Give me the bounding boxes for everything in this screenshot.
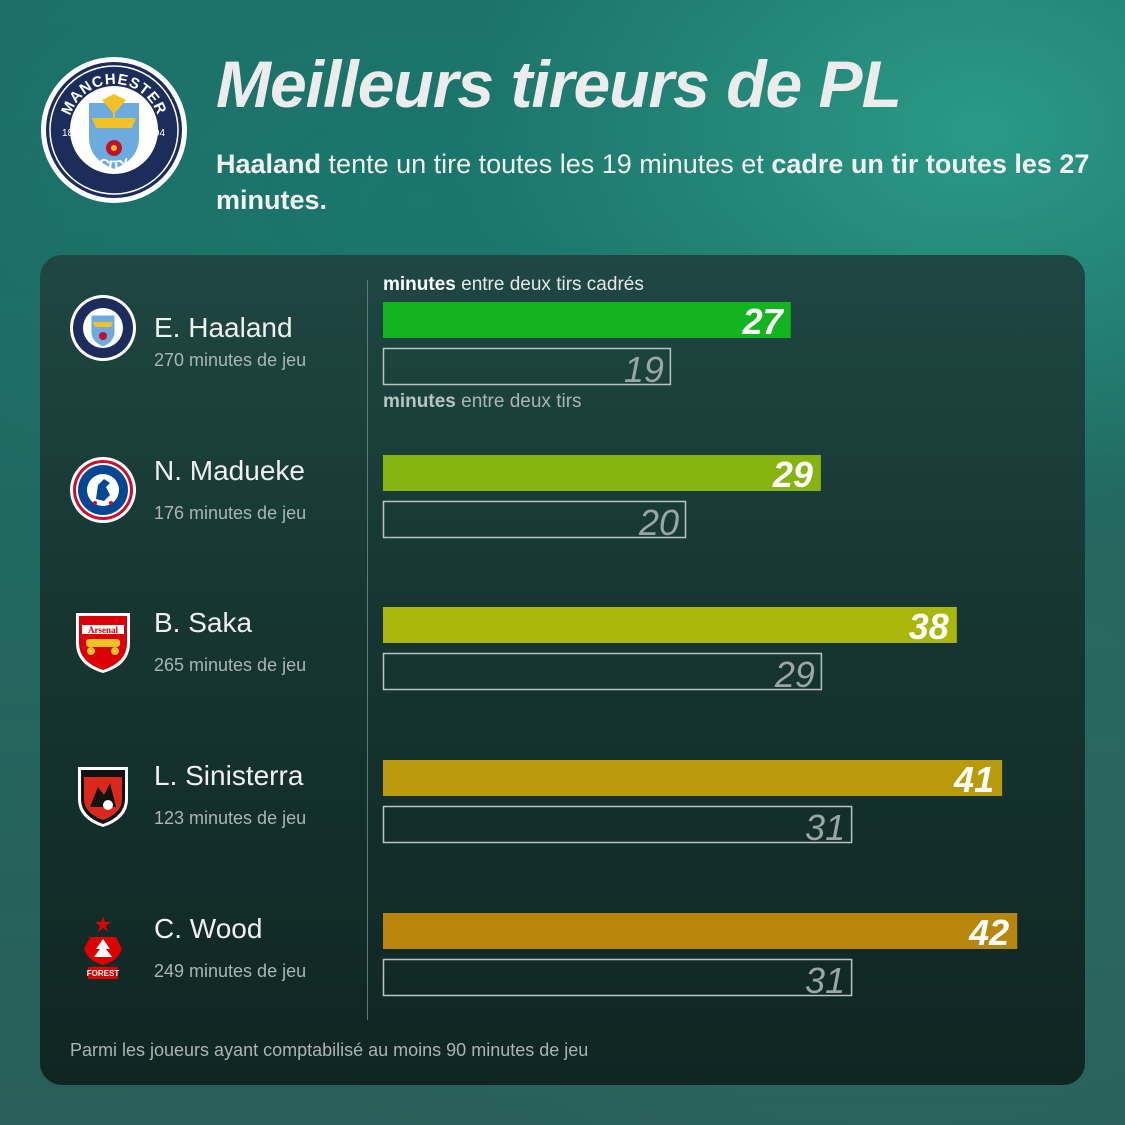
bar-on-target	[383, 607, 957, 643]
badge-year-right: 94	[154, 128, 166, 139]
bar-shots	[382, 347, 672, 386]
panel-divider	[367, 280, 368, 1020]
bar-shots-label: 31	[805, 807, 845, 848]
manchester-city-crest-icon: MANCHESTER CITY 18 94	[41, 57, 187, 203]
player-name: L. Sinisterra	[154, 760, 304, 791]
chelsea-crest-icon	[70, 457, 136, 523]
bar-on-target	[383, 913, 1018, 949]
bar-shots	[382, 958, 853, 997]
bar-shots	[382, 805, 853, 844]
legend-shots: minutes entre deux tirs	[383, 391, 582, 412]
bar-on-target-label: 38	[909, 606, 949, 647]
badge-bottom-text: CITY	[96, 155, 132, 175]
bar-shots-label: 29	[774, 654, 815, 695]
bar-chart: 27 19 29 20 38 29 41 31 42 31	[382, 301, 1018, 1001]
player-name: E. Haaland	[154, 312, 293, 343]
arsenal-crest-icon: Arsenal	[76, 613, 130, 673]
svg-text:FOREST: FOREST	[87, 969, 120, 978]
player-minutes: 265 minutes de jeu	[154, 655, 307, 675]
bournemouth-crest-icon	[78, 767, 128, 827]
bar-on-target-label: 42	[968, 912, 1009, 953]
bar-shots-label: 20	[638, 502, 679, 543]
svg-text:Arsenal: Arsenal	[88, 625, 118, 635]
player-minutes: 249 minutes de jeu	[154, 961, 307, 981]
player-minutes: 270 minutes de jeu	[154, 350, 307, 370]
player-name: C. Wood	[154, 913, 263, 944]
nottingham-forest-crest-icon: FOREST	[84, 916, 122, 979]
player-minutes: 176 minutes de jeu	[154, 503, 307, 523]
player-name: B. Saka	[154, 607, 253, 638]
bar-shots	[382, 652, 823, 691]
footnote: Parmi les joueurs ayant comptabilisé au …	[70, 1040, 589, 1060]
bar-shots	[382, 500, 687, 539]
bar-on-target-label: 27	[742, 301, 785, 342]
chart-panel: Arsenal FOREST E. Haaland 270 minutes de…	[40, 255, 1085, 1085]
bar-on-target	[383, 302, 791, 338]
player-minutes: 123 minutes de jeu	[154, 808, 307, 828]
bar-on-target	[383, 760, 1003, 796]
manchester-city-crest-icon	[70, 295, 136, 361]
bar-on-target-label: 41	[953, 759, 994, 800]
bar-shots-label: 19	[624, 349, 664, 390]
bar-on-target-label: 29	[772, 454, 813, 495]
page-subtitle: Haaland tente un tire toutes les 19 minu…	[216, 149, 1090, 215]
bar-shots-label: 31	[805, 960, 845, 1001]
svg-text:CITY: CITY	[96, 155, 132, 175]
page-title: Meilleurs tireurs de PL	[216, 47, 902, 121]
bar-on-target	[383, 455, 821, 491]
legend-on-target: minutes entre deux tirs cadrés	[383, 274, 644, 295]
player-name: N. Madueke	[154, 455, 305, 486]
badge-year-left: 18	[62, 128, 74, 139]
